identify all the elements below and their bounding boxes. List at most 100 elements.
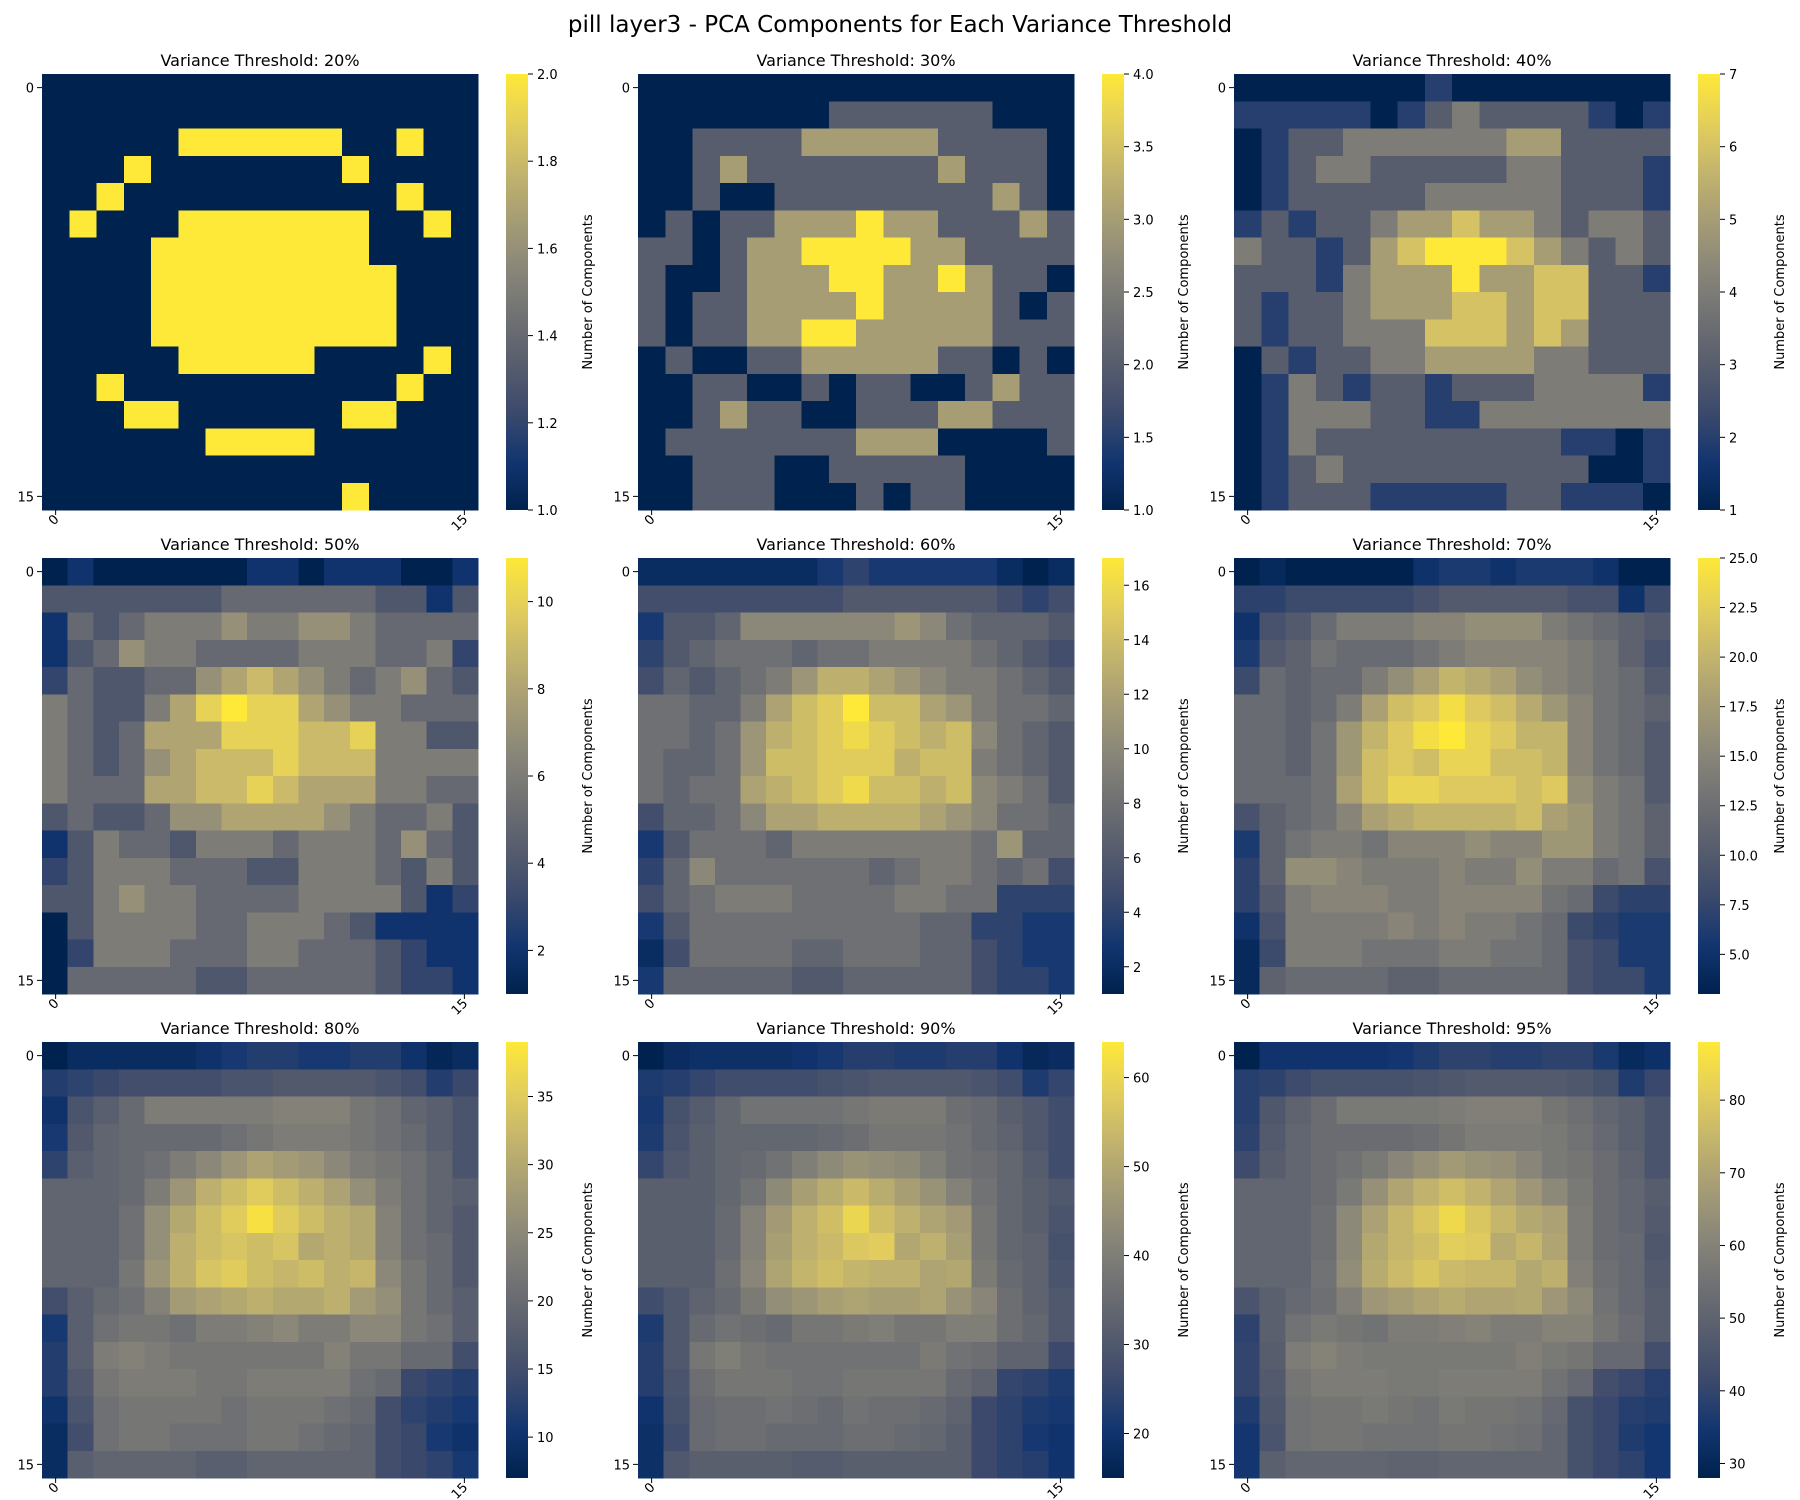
heatmap-cell bbox=[965, 264, 993, 293]
heatmap-cell bbox=[1234, 585, 1261, 614]
heatmap-cell bbox=[144, 1096, 171, 1125]
heatmap-cell bbox=[272, 694, 300, 723]
heatmap-cell bbox=[450, 401, 479, 429]
heatmap-cell bbox=[205, 101, 234, 130]
heatmap-cell bbox=[93, 1205, 120, 1234]
heatmap-cell bbox=[1424, 482, 1453, 511]
heatmap-cell bbox=[260, 292, 288, 320]
heatmap-cell bbox=[314, 346, 343, 375]
heatmap-cell bbox=[883, 264, 912, 293]
heatmap-cell bbox=[1439, 1178, 1466, 1207]
heatmap-cell bbox=[401, 830, 428, 859]
heatmap-cell bbox=[774, 401, 803, 429]
heatmap-cell bbox=[1561, 101, 1589, 130]
heatmap-cell bbox=[144, 748, 171, 777]
heatmap-cell bbox=[791, 558, 819, 586]
heatmap-cell bbox=[452, 1450, 479, 1479]
heatmap-cell bbox=[1424, 74, 1453, 102]
heatmap-cell bbox=[1567, 1205, 1594, 1234]
heatmap-cell bbox=[324, 857, 351, 886]
heatmap-cell bbox=[1541, 885, 1569, 913]
heatmap-cell bbox=[1259, 1232, 1286, 1261]
heatmap-cell bbox=[450, 428, 479, 457]
heatmap-cell bbox=[1019, 292, 1048, 320]
heatmap-cell bbox=[423, 101, 452, 130]
heatmap-cell bbox=[298, 830, 325, 859]
heatmap-cell bbox=[1642, 101, 1671, 130]
heatmap-cell bbox=[1541, 1205, 1569, 1234]
heatmap-cell bbox=[118, 1450, 146, 1479]
heatmap-cell bbox=[1362, 1042, 1389, 1070]
heatmap-cell bbox=[1048, 776, 1075, 804]
heatmap-cell bbox=[920, 939, 947, 968]
heatmap-cell bbox=[689, 1450, 716, 1479]
heatmap-cell bbox=[1259, 1042, 1286, 1070]
heatmap-cell bbox=[868, 939, 896, 968]
heatmap-cell bbox=[719, 128, 748, 157]
heatmap-cell bbox=[801, 264, 830, 293]
heatmap-cell bbox=[247, 1260, 274, 1288]
colorbar-tick-label: 15.0 bbox=[1729, 750, 1758, 765]
heatmap-cell bbox=[401, 1396, 428, 1425]
heatmap-cell bbox=[740, 857, 767, 886]
heatmap-cell bbox=[910, 401, 939, 429]
heatmap-cell bbox=[1490, 558, 1517, 586]
heatmap-cell bbox=[971, 612, 998, 641]
heatmap-cell bbox=[714, 612, 742, 641]
heatmap-cell bbox=[689, 1369, 716, 1397]
heatmap-cell bbox=[1288, 210, 1317, 239]
heatmap-cell bbox=[1567, 1314, 1594, 1343]
heatmap-cell bbox=[375, 558, 402, 586]
heatmap-cell bbox=[1285, 1232, 1312, 1261]
heatmap-cell bbox=[868, 1178, 896, 1207]
heatmap-cell bbox=[426, 1341, 453, 1370]
heatmap-cell bbox=[93, 748, 120, 777]
heatmap-cell bbox=[118, 1232, 146, 1261]
heatmap-cell bbox=[1397, 210, 1426, 239]
heatmap-cell bbox=[170, 1369, 197, 1397]
heatmap-cell bbox=[638, 1232, 665, 1261]
heatmap-cell bbox=[997, 639, 1024, 668]
heatmap-cell bbox=[1567, 1178, 1594, 1207]
panel-title: Variance Threshold: 95% bbox=[1352, 1019, 1551, 1038]
heatmap-cell bbox=[1479, 401, 1508, 429]
heatmap-cell bbox=[1362, 912, 1389, 941]
heatmap-cell bbox=[1424, 264, 1453, 293]
heatmap-cell bbox=[692, 292, 721, 320]
heatmap-cell bbox=[1452, 482, 1480, 511]
heatmap-cell bbox=[1644, 1423, 1671, 1452]
heatmap-cell bbox=[997, 1396, 1024, 1425]
colorbar-tick-label: 50 bbox=[1133, 1161, 1150, 1176]
heatmap-cell bbox=[714, 1042, 742, 1070]
heatmap-cell bbox=[714, 885, 742, 913]
heatmap-cell bbox=[324, 1341, 351, 1370]
heatmap-cell bbox=[260, 128, 288, 157]
heatmap-cell bbox=[1516, 1314, 1543, 1343]
heatmap-cell bbox=[170, 748, 197, 777]
heatmap-cell bbox=[144, 912, 171, 941]
heatmap-cell bbox=[894, 1069, 921, 1098]
heatmap-cell bbox=[1413, 1096, 1440, 1125]
heatmap-cell bbox=[67, 1314, 94, 1343]
heatmap-cell bbox=[195, 1341, 223, 1370]
heatmap-cell bbox=[856, 373, 884, 402]
heatmap-cell bbox=[1370, 74, 1399, 102]
heatmap-cell bbox=[740, 1096, 767, 1125]
y-tick-label: 0 bbox=[26, 1050, 34, 1065]
heatmap-cell bbox=[1387, 885, 1415, 913]
heatmap-cell bbox=[42, 1151, 69, 1179]
heatmap-cell bbox=[375, 1096, 402, 1125]
heatmap-cell bbox=[1234, 748, 1261, 777]
heatmap-cell bbox=[452, 885, 479, 913]
heatmap-cell bbox=[714, 966, 742, 995]
heatmap-cell bbox=[151, 264, 179, 293]
heatmap-cell bbox=[324, 1287, 351, 1316]
heatmap-cell bbox=[1234, 183, 1262, 211]
heatmap-cell bbox=[1397, 319, 1426, 348]
heatmap-cell bbox=[1336, 1096, 1363, 1125]
heatmap-cell bbox=[665, 319, 694, 348]
colorbar-label: Number of Components bbox=[1773, 698, 1788, 853]
heatmap-cell bbox=[423, 401, 452, 429]
x-tick-label: 0 bbox=[46, 1480, 62, 1496]
